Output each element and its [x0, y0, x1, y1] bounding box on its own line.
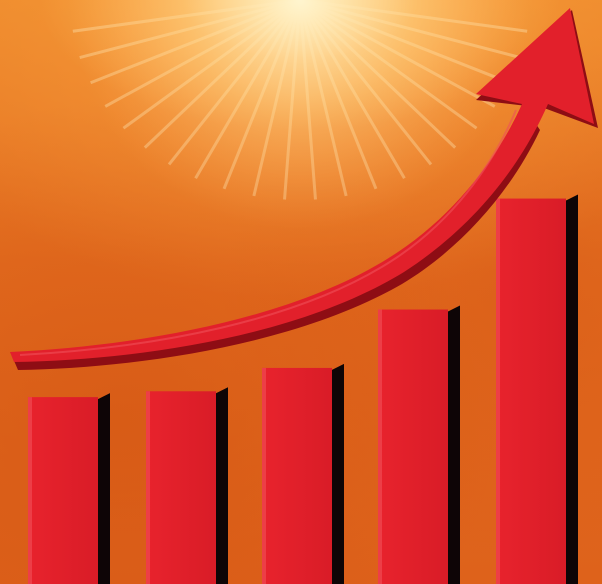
bar-4 — [378, 305, 460, 584]
bar-3 — [262, 363, 344, 584]
growth-arrow-icon — [10, 8, 598, 370]
bar-highlight — [378, 309, 382, 584]
bar-highlight — [262, 367, 266, 584]
bar-shadow — [566, 194, 578, 584]
bar-highlight — [496, 198, 500, 584]
bar-highlight — [146, 391, 150, 584]
bar-group — [28, 194, 578, 584]
bar-shadow — [216, 387, 228, 584]
bar-2 — [146, 387, 228, 584]
bar-face — [262, 367, 332, 584]
arrow-highlight — [19, 109, 517, 356]
bar-shadow — [448, 305, 460, 584]
sun-glow — [70, 0, 530, 230]
bar-5 — [496, 194, 578, 584]
bar-highlight — [28, 397, 32, 584]
bar-face — [378, 309, 448, 584]
bar-shadow — [98, 393, 110, 584]
arrow-face — [10, 8, 594, 362]
bar-face — [496, 198, 566, 584]
bar-1 — [28, 393, 110, 584]
bar-shadow — [332, 363, 344, 584]
bar-face — [28, 397, 98, 584]
bar-face — [146, 391, 216, 584]
